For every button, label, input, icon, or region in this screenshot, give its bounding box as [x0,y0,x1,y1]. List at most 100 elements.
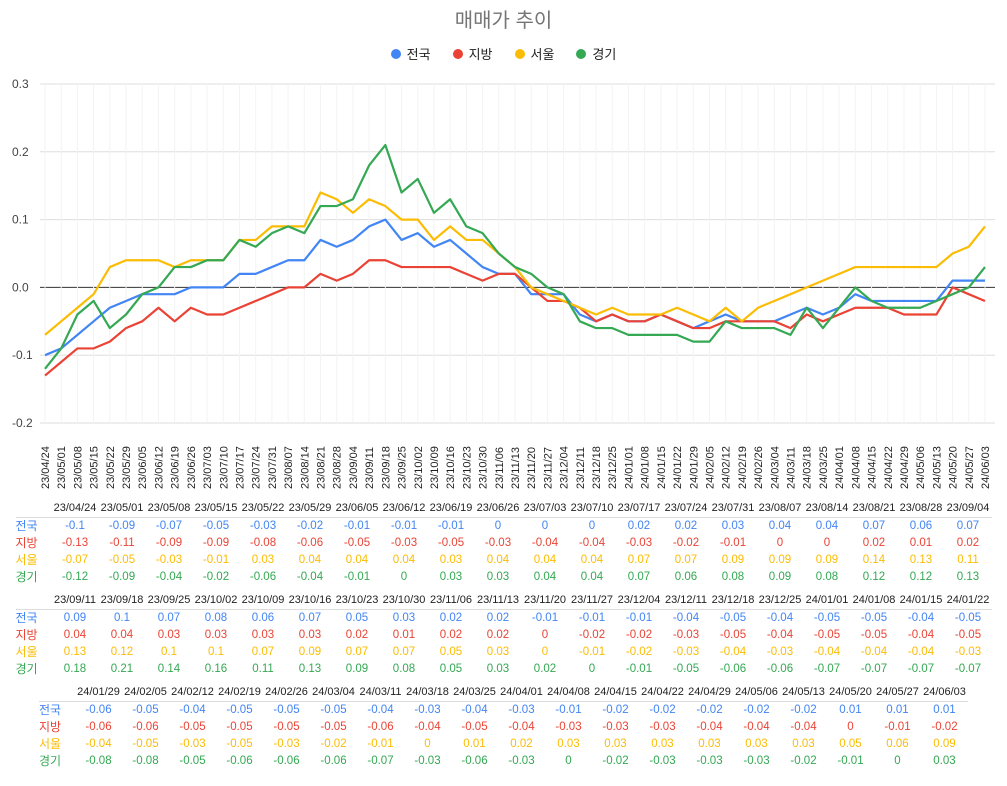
data-label: 0.04 [298,554,322,566]
date-row: 24/01/29 24/02/05 24/02/12 24/02/19 24/02/26… [39,684,968,702]
date-cell: 23/08/21 [850,500,898,518]
x-tick-label: 24/01/29 [688,446,700,489]
x-tick-label: 24/01/22 [672,446,684,489]
data-label: -0.03 [508,704,535,716]
x-tick-label: 24/04/22 [883,446,895,489]
data-label: 0.14 [157,663,181,675]
data-label: -0.01 [578,646,606,658]
x-tick-label: 24/06/03 [980,446,992,489]
x-tick-label: 23/10/09 [429,446,441,489]
data-label: -0.03 [743,755,770,767]
data-label: -0.04 [743,721,770,733]
legend-item-gyeonggi[interactable]: 경기 [576,44,616,63]
data-label-block: 23/09/11 23/09/18 23/09/25 23/10/02 23/10/09… [15,592,992,678]
legend-item-regional[interactable]: 지방 [452,44,493,63]
legend-item-nationwide[interactable]: 전국 [390,44,431,63]
x-tick-label: 23/10/02 [413,446,425,489]
data-label: 0.04 [110,629,134,641]
data-label: -0.01 [884,721,911,733]
data-label: -0.01 [202,554,230,566]
data-label: 0.01 [463,738,486,750]
x-tick-label: 23/05/22 [105,446,117,489]
data-label: 0.04 [392,554,416,566]
date-cell: 23/06/05 [333,500,381,518]
data-label: -0.01 [625,612,653,624]
data-label: 0.1 [114,612,130,624]
legend-label: 전국 [406,47,431,62]
data-label: -0.02 [790,704,817,716]
x-tick-label: 24/05/13 [931,446,943,489]
date-cell: 23/10/23 [333,592,381,610]
data-label: 0 [847,721,854,733]
data-label: -0.03 [696,755,723,767]
data-label: -0.03 [273,738,300,750]
data-label: -0.02 [743,704,770,716]
data-label: -0.05 [320,721,347,733]
data-label: 0.07 [627,571,651,583]
data-label: -0.05 [813,629,841,641]
data-label: -0.04 [155,571,183,583]
data-label: -0.02 [602,755,629,767]
date-cell: 23/05/22 [239,500,287,518]
data-label: 0.03 [745,738,768,750]
x-tick-label: 23/04/24 [40,446,52,489]
data-label: -0.04 [672,612,700,624]
data-label: 0.05 [839,738,862,750]
data-label: 0.05 [345,612,369,624]
data-label: 0 [565,755,572,767]
series-name: 지방 [15,628,38,642]
data-label: 0.09 [933,738,956,750]
data-label: -0.04 [766,629,794,641]
x-tick-label: 23/07/10 [218,446,230,489]
date-cell: 24/05/06 [733,684,780,702]
data-label: 0.13 [298,663,322,675]
data-label: -0.04 [531,537,559,549]
legend-item-seoul[interactable]: 서울 [514,44,554,63]
line-chart: 0.3 0.2 0.1 0.0 -0.1 -0.2 23/04/24 23/05/01 23/0… [12,77,995,489]
data-label-block: 24/01/29 24/02/05 24/02/12 24/02/19 24/02/26… [39,684,968,770]
x-tick-label: 23/08/07 [283,446,295,489]
data-label: 0.04 [63,629,87,641]
date-cell: 23/09/25 [145,592,193,610]
legend-marker-icon [452,48,463,59]
date-cell: 23/08/14 [803,500,851,518]
date-cell: 24/05/20 [827,684,874,702]
data-label: 0.02 [862,537,886,549]
date-cell: 24/04/29 [686,684,733,702]
x-tick-label: 23/09/04 [348,446,360,489]
date-cell: 24/01/15 [897,592,945,610]
data-label: -0.05 [954,629,982,641]
x-tick-label: 23/07/03 [202,446,214,489]
data-label: -0.01 [343,571,371,583]
x-tick-label: 23/06/12 [153,446,165,489]
date-cell: 23/07/31 [709,500,757,518]
x-tick-label: 23/11/06 [494,447,506,489]
data-label: 0.21 [110,663,134,675]
data-label: 0.04 [580,554,604,566]
series-name: 서울 [15,645,38,659]
date-cell: 23/10/16 [286,592,334,610]
date-cell: 24/03/04 [310,684,357,702]
data-label: -0.01 [343,520,371,532]
date-cell: 24/06/03 [921,684,968,702]
data-label: -0.05 [461,721,488,733]
date-cell: 23/09/11 [51,592,99,610]
data-label: 0.03 [157,629,181,641]
series-name: 지방 [15,536,38,550]
data-label: 0.02 [486,612,510,624]
data-label: 0.12 [862,571,886,583]
data-label: 0.13 [909,554,933,566]
data-label: 0.09 [63,612,87,624]
y-tick-label: 0.1 [12,213,29,227]
data-label: 0 [776,537,784,549]
data-label: -0.04 [813,646,841,658]
data-label: -0.04 [508,721,535,733]
x-tick-label: 23/05/08 [72,446,84,489]
series-label-row: 경기 0.18 0.21 0.14 0.16 0.11 0.13 0.09 0.08 0.05 0.… [16,661,992,678]
series-label-row: 전국 -0.06 -0.05 -0.04 -0.05 -0.05 -0.05 -0.04 -0.… [39,702,968,720]
data-label: -0.05 [108,554,136,566]
data-label: 0.04 [768,520,792,532]
series-name: 경기 [39,754,62,768]
data-label: 0.03 [604,738,627,750]
data-label: -0.06 [132,721,159,733]
